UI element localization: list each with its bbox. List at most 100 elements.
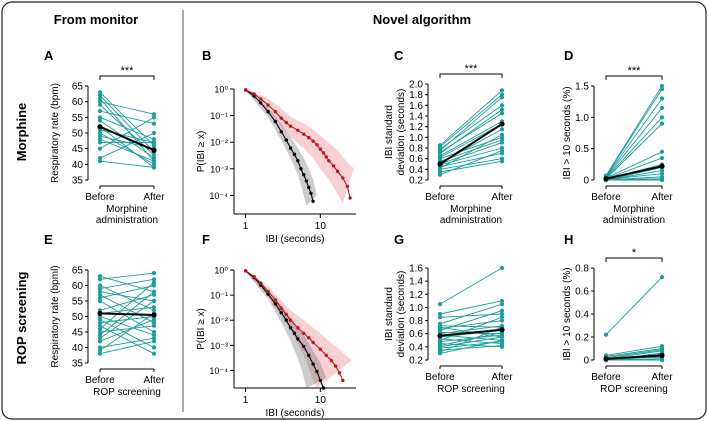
subject-line [605, 88, 663, 177]
subject-point-after [151, 155, 157, 161]
series-line-before [245, 89, 314, 202]
series-point-after [315, 143, 319, 147]
y-tick-label: 10⁻² [210, 138, 228, 148]
subject-point-after [151, 339, 157, 344]
x-axis-label: ROP screening [437, 384, 505, 395]
subject-point-after [499, 103, 505, 108]
subject-point-after [151, 336, 157, 341]
series-point-after [311, 340, 315, 345]
subject-point-after [151, 323, 157, 328]
series-point-after [243, 269, 248, 273]
series-point-after [318, 347, 323, 351]
series-point-before [273, 302, 278, 306]
significance-marker: *** [628, 65, 642, 77]
subject-point-before [97, 333, 103, 338]
subject-point-after [151, 159, 157, 164]
subject-point-before [97, 348, 103, 353]
series-point-after [273, 110, 278, 114]
subject-point-after [659, 96, 665, 101]
series-point-after [296, 128, 300, 133]
mean-point-after [151, 147, 157, 153]
panel-label: E [44, 232, 53, 247]
subject-point-after [499, 318, 505, 323]
series-point-after [345, 184, 350, 188]
series-point-before [307, 185, 311, 190]
subject-line [99, 138, 155, 162]
x-tick-label: Before [591, 372, 621, 383]
subject-line [99, 272, 155, 280]
subject-line [439, 303, 503, 325]
series-point-before [284, 138, 288, 142]
subject-point-before [97, 108, 103, 114]
subject-point-after [659, 149, 665, 154]
mean-point-after [151, 312, 157, 318]
band-after [245, 89, 354, 204]
y-tick-label: 0.6 [575, 287, 589, 298]
subject-point-before [97, 292, 103, 297]
subject-line [439, 136, 503, 160]
subject-point-after [499, 111, 505, 116]
y-axis-label: deviation (seconds) [396, 89, 407, 176]
series-point-after [333, 364, 338, 368]
x-axis-label: administration [96, 215, 158, 226]
subject-line [439, 158, 503, 170]
subject-line [439, 316, 503, 341]
y-axis-label: deviation (seconds) [396, 271, 407, 358]
subject-point-after [499, 132, 505, 137]
series-point-before [259, 101, 263, 105]
series-point-after [288, 124, 293, 128]
mean-point-before [97, 124, 103, 130]
subject-point-after [151, 289, 157, 294]
subject-point-before [97, 326, 103, 331]
mean-point-before [603, 176, 609, 182]
subject-line [605, 123, 663, 180]
y-axis-label: Respiratory rate (bpm) [50, 83, 61, 183]
mean-line [99, 125, 155, 152]
subject-point-after [151, 121, 157, 126]
y-tick-label: 1.5 [575, 82, 589, 93]
mean-line [439, 328, 503, 337]
subject-point-after [499, 148, 505, 153]
x-tick-label: 10 [315, 395, 327, 406]
series-point-after [341, 176, 345, 180]
x-tick-label: After [143, 375, 165, 386]
subject-point-after [151, 143, 157, 148]
x-axis-label: Morphine [450, 204, 492, 215]
subject-point-after [499, 95, 505, 100]
y-tick-label: 10⁻³ [210, 164, 228, 174]
subject-point-after [499, 127, 505, 132]
subject-line [99, 132, 155, 159]
x-tick-label: Before [85, 375, 115, 386]
subject-point-after [151, 320, 157, 325]
subject-line [99, 337, 155, 348]
x-axis-label: ROP screening [93, 387, 161, 398]
significance-bracket [605, 75, 663, 80]
subject-point-after [499, 343, 505, 348]
y-tick-label: 35 [72, 176, 84, 187]
series-point-after [329, 358, 333, 363]
y-tick-label: 0.4 [409, 342, 423, 353]
mean-point-after [499, 327, 505, 333]
subject-point-after [659, 171, 665, 176]
subject-line [99, 319, 155, 348]
series-point-before [296, 337, 300, 341]
subject-point-before [603, 332, 609, 337]
x-tick-label: After [491, 192, 513, 203]
subject-line [605, 151, 663, 179]
y-tick-label: 55 [72, 297, 84, 308]
panel-label: D [564, 48, 573, 63]
y-tick-label: 10⁰ [214, 85, 228, 95]
subject-line [439, 267, 503, 305]
series-point-after [259, 97, 263, 101]
subject-point-after [499, 298, 505, 303]
subject-point-before [97, 140, 103, 145]
y-tick-label: 10⁻² [210, 316, 228, 326]
subject-point-before [97, 155, 103, 161]
panel-G: G 0.2 0.4 0.6 0.8 1.0 1.2 1.4 1.6 Before AfterROP … [384, 232, 513, 395]
subject-point-after [499, 308, 505, 313]
y-tick-label: 0.4 [575, 310, 589, 321]
mean-line [439, 123, 503, 165]
x-axis-label: Morphine [106, 204, 148, 215]
y-tick-label: 2.0 [409, 80, 423, 91]
